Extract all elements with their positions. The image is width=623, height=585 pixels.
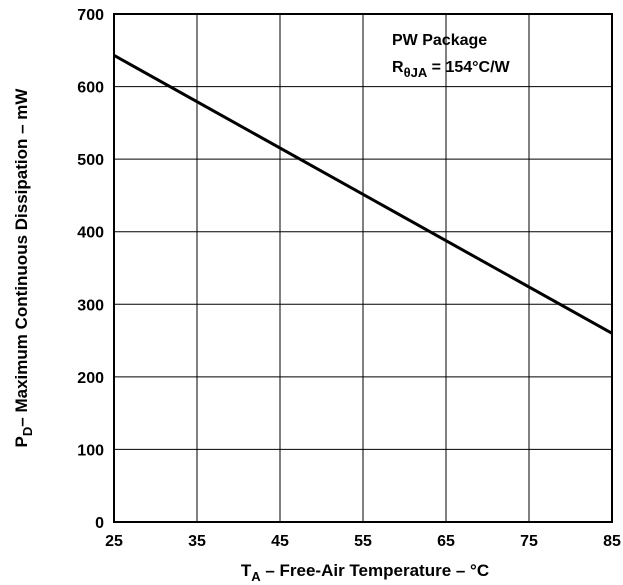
x-axis-title-rest: – Free-Air Temperature – °C xyxy=(261,561,490,580)
y-tick-label: 400 xyxy=(77,225,104,242)
x-axis-title: TA – Free-Air Temperature – °C xyxy=(241,561,489,584)
y-axis-title-subscript: D xyxy=(20,427,35,436)
y-tick-label: 600 xyxy=(77,80,104,97)
y-tick-label: 100 xyxy=(77,442,104,459)
y-axis-title: PD– Maximum Continuous Dissipation – mW xyxy=(12,88,35,448)
y-tick-label: 500 xyxy=(77,152,104,169)
y-axis-title-main: P xyxy=(12,436,31,447)
annotation-r-value: = 154°C/W xyxy=(427,59,510,76)
series-line xyxy=(113,54,613,335)
annotation-r-subscript: θJA xyxy=(404,65,428,80)
x-tick-label: 85 xyxy=(603,533,621,550)
x-tick-label: 55 xyxy=(354,533,372,550)
y-tick-label: 300 xyxy=(77,297,104,314)
annotation-r-symbol: R xyxy=(392,59,404,76)
y-tick-label: 700 xyxy=(77,7,104,24)
x-tick-label: 75 xyxy=(520,533,538,550)
x-tick-label: 35 xyxy=(188,533,206,550)
grid xyxy=(113,13,613,523)
series-line-group xyxy=(113,54,613,335)
x-tick-labels: 25 35 45 55 65 75 85 xyxy=(105,533,621,550)
x-tick-label: 25 xyxy=(105,533,123,550)
y-tick-label: 200 xyxy=(77,370,104,387)
y-tick-labels: 0 100 200 300 400 500 600 700 xyxy=(77,7,104,532)
x-tick-label: 65 xyxy=(437,533,455,550)
x-axis-title-subscript: A xyxy=(251,569,261,584)
x-axis-title-main: T xyxy=(241,561,252,580)
plot-area-frame xyxy=(113,13,613,523)
annotation-thermal-resistance: RθJA = 154°C/W xyxy=(392,59,511,80)
annotation-package: PW Package xyxy=(392,32,487,49)
y-axis-title-rest: – Maximum Continuous Dissipation – mW xyxy=(12,88,31,427)
x-tick-label: 45 xyxy=(271,533,289,550)
y-tick-label: 0 xyxy=(95,515,104,532)
